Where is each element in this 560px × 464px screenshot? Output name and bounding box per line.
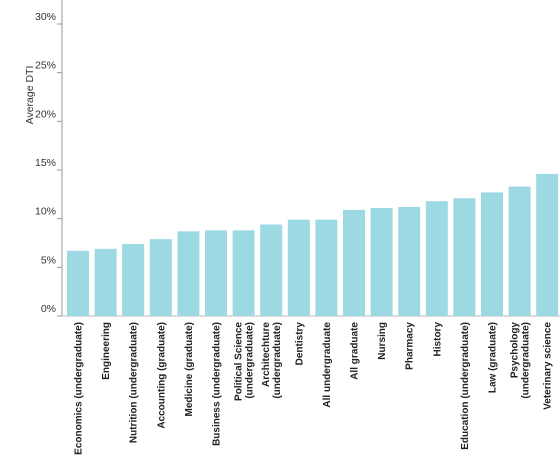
x-category-label: History xyxy=(432,322,443,357)
bar[interactable] xyxy=(67,250,89,316)
x-category-label: Veterinary science xyxy=(543,322,554,410)
bar[interactable] xyxy=(149,239,172,316)
x-category-label: Nutrition (undergraduate) xyxy=(129,322,140,443)
bar[interactable] xyxy=(398,206,421,316)
y-tick-label: 20% xyxy=(35,108,56,120)
bar[interactable] xyxy=(232,230,255,316)
bar[interactable] xyxy=(536,173,559,316)
x-category-label: Law (graduate) xyxy=(488,322,499,393)
bar[interactable] xyxy=(453,198,476,316)
bar[interactable] xyxy=(508,186,531,316)
bar[interactable] xyxy=(315,219,338,316)
y-tick-label: 10% xyxy=(35,206,56,218)
bar[interactable] xyxy=(481,192,503,316)
y-tick-label: 25% xyxy=(35,60,56,72)
x-category-label: Education (undergraduate) xyxy=(460,322,471,450)
bar[interactable] xyxy=(260,224,283,316)
x-category-label: Medicine (graduate) xyxy=(184,322,195,416)
bar[interactable] xyxy=(287,219,310,316)
x-category-label: Nursing xyxy=(377,322,388,360)
bars xyxy=(67,173,559,316)
y-tick-label: 0% xyxy=(41,303,56,315)
bar[interactable] xyxy=(177,231,200,316)
bar[interactable] xyxy=(370,207,393,316)
bar[interactable] xyxy=(122,243,145,316)
x-category-label: Psychology(undergraduate) xyxy=(510,322,532,399)
x-category-label: All undergraduate xyxy=(322,322,333,408)
bar[interactable] xyxy=(94,248,117,316)
y-tick-label: 15% xyxy=(35,157,56,169)
x-category-label: Business (undergraduate) xyxy=(212,322,223,446)
x-category-label: Architechture(undergraduate) xyxy=(261,322,283,399)
y-tick-label: 5% xyxy=(41,254,56,266)
x-category-label: Accounting (graduate) xyxy=(156,322,167,429)
x-axis-labels: Economics (undergraduate) Engineering Nutr… xyxy=(74,322,554,455)
x-category-label: Engineering xyxy=(101,322,112,380)
x-category-label: Political Science(undergraduate) xyxy=(234,322,256,401)
y-axis-title: Average DTI xyxy=(24,66,36,125)
y-axis-ticks: 0% 5% 10% 15% 20% 25% 30% xyxy=(35,11,62,317)
x-category-label: Economics (undergraduate) xyxy=(74,322,85,455)
x-category-label: Dentistry xyxy=(294,322,305,366)
bar[interactable] xyxy=(343,209,365,316)
y-tick-label: 30% xyxy=(35,11,56,23)
bar[interactable] xyxy=(205,230,227,316)
x-category-label: Pharmacy xyxy=(405,322,416,370)
x-category-label: All graduate xyxy=(350,322,361,380)
bar[interactable] xyxy=(425,201,448,316)
